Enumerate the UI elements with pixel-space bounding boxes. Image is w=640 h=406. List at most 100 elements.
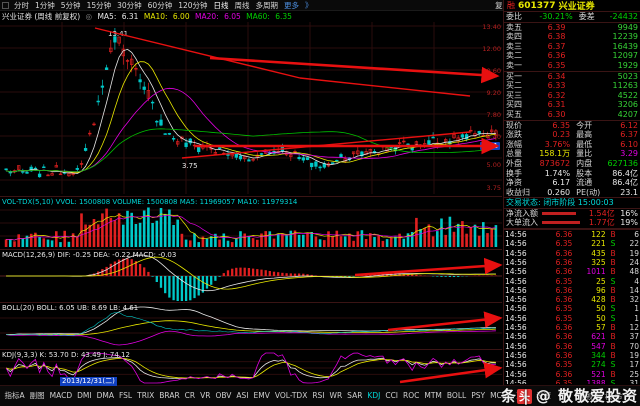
table-row[interactable]: 卖三 6.37 16439 bbox=[504, 42, 640, 52]
table-row[interactable]: 14:56 6.36 96 B 14 bbox=[504, 286, 640, 295]
table-row[interactable]: 14:56 6.35 50 S 1 bbox=[504, 314, 640, 323]
table-row[interactable]: 买一 6.34 5023 bbox=[504, 72, 640, 82]
more-arrow-icon[interactable]: 》 bbox=[305, 0, 313, 10]
tick-list[interactable]: 14:56 6.36 122 B 6 14:56 6.35 221 S 22 14:56 6.36 43… bbox=[504, 229, 640, 384]
table-row[interactable]: 14:56 6.36 1011 B 48 bbox=[504, 267, 640, 276]
period-tab-0[interactable]: 分时 bbox=[14, 0, 29, 10]
tick-count: 70 bbox=[629, 341, 639, 351]
indicator-tab-trix[interactable]: TRIX bbox=[137, 391, 155, 400]
tick-side: B bbox=[610, 332, 616, 342]
stat-value-a: 3.76% bbox=[544, 139, 571, 149]
table-row[interactable]: 14:56 6.36 325 B 24 bbox=[504, 258, 640, 267]
period-tab-2[interactable]: 5分钟 bbox=[60, 0, 81, 10]
table-row[interactable]: 卖一 6.35 1929 bbox=[504, 60, 640, 72]
table-row[interactable]: 14:56 6.35 1388 S 31 bbox=[504, 379, 640, 384]
ask3-label: 卖三 bbox=[506, 41, 522, 51]
period-tab-1[interactable]: 1分钟 bbox=[35, 0, 55, 10]
table-row[interactable]: 14:56 6.35 274 S 17 bbox=[504, 360, 640, 369]
period-tab-7[interactable]: 日线 bbox=[213, 0, 229, 10]
table-row[interactable]: 14:56 6.36 621 B 37 bbox=[504, 332, 640, 341]
indicator-tab-mcst[interactable]: MCST bbox=[490, 391, 512, 400]
indicator-tab-指标a[interactable]: 指标A bbox=[4, 391, 25, 400]
indicator-tab-emv[interactable]: EMV bbox=[253, 391, 270, 400]
period-tab-3[interactable]: 15分钟 bbox=[86, 0, 112, 10]
indicator-tab-brar[interactable]: BRAR bbox=[159, 391, 180, 400]
table-row[interactable]: 买五 6.30 4207 bbox=[504, 109, 640, 121]
table-row[interactable]: 14:56 6.36 547 B 70 bbox=[504, 342, 640, 351]
table-row[interactable]: 14:56 6.35 50 S 1 bbox=[504, 304, 640, 313]
tick-volume: 344 bbox=[591, 350, 606, 360]
tick-price: 6.35 bbox=[555, 378, 573, 385]
weicha-label: 委差 bbox=[574, 12, 605, 23]
indicator-tab-boll[interactable]: BOLL bbox=[446, 391, 467, 400]
tick-time: 14:56 bbox=[505, 285, 527, 295]
indicator-tab-wr[interactable]: WR bbox=[329, 391, 343, 400]
bottom-right-0[interactable]: 俯视9 bbox=[578, 392, 599, 401]
table-row[interactable]: 买二 6.33 11263 bbox=[504, 81, 640, 91]
indicator-tab-vol-tdx[interactable]: VOL-TDX bbox=[274, 391, 308, 400]
indicator-tab-obv[interactable]: OBV bbox=[215, 391, 232, 400]
ask-table[interactable]: 卖五 6.39 9949 卖四 6.38 12239 卖三 6.37 16439 卖二 6.3… bbox=[504, 23, 640, 72]
bottom-bar[interactable]: 2013/12/31(二) 指标A 副图 MACD DMI DMA FSL TRIX BRAR… bbox=[0, 377, 640, 406]
indicator-settings-button[interactable]: 设置 bbox=[536, 391, 552, 400]
table-row[interactable]: 买三 6.32 4522 bbox=[504, 91, 640, 101]
indicator-tab-cci[interactable]: CCI bbox=[385, 391, 399, 400]
boll-panel-label: BOLL(20) BOLL: 6.05 UB: 8.69 LB: 4.61 bbox=[2, 304, 139, 312]
tick-table[interactable]: 14:56 6.36 122 B 6 14:56 6.35 221 S 22 14:56 6.36 43… bbox=[504, 230, 640, 384]
margin-trading-icon: 融 bbox=[507, 1, 515, 10]
tick-price: 6.36 bbox=[555, 267, 573, 277]
indicator-tab-副图[interactable]: 副图 bbox=[29, 391, 45, 400]
tick-time: 14:56 bbox=[505, 267, 527, 277]
volume-panel[interactable]: VOL-TDX(5,10) VVOL: 1500808 VOLUME: 1500… bbox=[0, 196, 502, 248]
table-row[interactable]: 14:56 6.36 122 B 6 bbox=[504, 230, 640, 239]
indicator-tab-vr[interactable]: VR bbox=[200, 391, 211, 400]
table-row[interactable]: 14:56 6.36 521 B 25 bbox=[504, 370, 640, 379]
macd-panel[interactable]: MACD(12,26,9) DIF: -0.25 DEA: -0.22 MACD… bbox=[0, 249, 502, 301]
table-row[interactable]: 14:56 6.36 344 B 19 bbox=[504, 351, 640, 360]
tick-price: 6.36 bbox=[555, 341, 573, 351]
table-row[interactable]: 14:56 6.35 25 S 4 bbox=[504, 277, 640, 286]
indicator-tab-psy[interactable]: PSY bbox=[471, 391, 486, 400]
period-tab-5[interactable]: 60分钟 bbox=[147, 0, 173, 10]
more-button[interactable]: 更多 bbox=[284, 0, 300, 10]
period-tab-6[interactable]: 120分钟 bbox=[178, 0, 208, 10]
bottom-right-controls[interactable]: 俯视9 横 布 + bbox=[577, 391, 637, 402]
table-row[interactable]: 买四 6.31 3206 bbox=[504, 100, 640, 110]
indicator-tab-dmi[interactable]: DMI bbox=[77, 391, 92, 400]
top-toolbar[interactable]: 分时 1分钟 5分钟 15分钟 30分钟 60分钟 120分钟 日线 周线 多周… bbox=[0, 0, 640, 11]
table-row[interactable]: 14:56 6.36 428 B 32 bbox=[504, 295, 640, 304]
indicator-tab-sar[interactable]: SAR bbox=[347, 391, 363, 400]
bottom-right-1[interactable]: 横 布 bbox=[604, 392, 623, 401]
table-row[interactable]: 卖五 6.39 9949 bbox=[504, 23, 640, 33]
table-row[interactable]: 卖四 6.38 12239 bbox=[504, 32, 640, 42]
indicator-tab-roc[interactable]: ROC bbox=[403, 391, 420, 400]
indicator-tabs[interactable]: 指标A 副图 MACD DMI DMA FSL TRIX BRAR CR VR OBV ASI EMV V… bbox=[2, 391, 554, 401]
table-row[interactable]: 14:56 6.36 435 B 19 bbox=[504, 249, 640, 258]
indicator-tab-kdj[interactable]: KDJ bbox=[367, 391, 381, 400]
indicator-tab-rsi[interactable]: RSI bbox=[312, 391, 325, 400]
period-tab-4[interactable]: 30分钟 bbox=[117, 0, 142, 10]
bottom-right-2[interactable]: + bbox=[628, 392, 635, 401]
table-row[interactable]: 14:56 6.36 57 B 12 bbox=[504, 323, 640, 332]
table-row[interactable]: 卖二 6.36 12097 bbox=[504, 51, 640, 61]
indicator-tab-fsl[interactable]: FSL bbox=[118, 391, 133, 400]
indicator-tab-dma[interactable]: DMA bbox=[96, 391, 114, 400]
tick-price: 6.36 bbox=[555, 323, 573, 333]
ask4-price: 6.38 bbox=[547, 32, 566, 42]
low-annotation: 3.75 bbox=[182, 162, 198, 170]
toolbar-right-0[interactable]: 复权 bbox=[492, 0, 513, 11]
table-row[interactable]: 14:56 6.35 221 S 22 bbox=[504, 239, 640, 248]
period-tab-9[interactable]: 多周期 bbox=[255, 0, 279, 10]
main-price-chart[interactable]: 13.41 3.75 5.81 13.40 12.00 10.60 9.20 7… bbox=[0, 22, 502, 194]
period-tab-8[interactable]: 周线 bbox=[234, 0, 250, 10]
netflow-bar bbox=[542, 211, 576, 215]
bid-table[interactable]: 买一 6.34 5023 买二 6.33 11263 买三 6.32 4522 买四 6.31… bbox=[504, 72, 640, 121]
grid-icon[interactable] bbox=[2, 1, 9, 9]
indicator-tab-macd[interactable]: MACD bbox=[49, 391, 73, 400]
indicator-tab-cr[interactable]: CR bbox=[184, 391, 196, 400]
quote-panel[interactable]: 融 601377 兴业证券 委比 -30.21% 委差 -24432 卖五 6.3… bbox=[503, 0, 640, 385]
indicator-tab-asi[interactable]: ASI bbox=[236, 391, 249, 400]
boll-panel[interactable]: BOLL(20) BOLL: 6.05 UB: 8.69 LB: 4.61 bbox=[0, 302, 502, 348]
indicator-tab-mtm[interactable]: MTM bbox=[424, 391, 442, 400]
tick-count: 32 bbox=[629, 295, 639, 305]
